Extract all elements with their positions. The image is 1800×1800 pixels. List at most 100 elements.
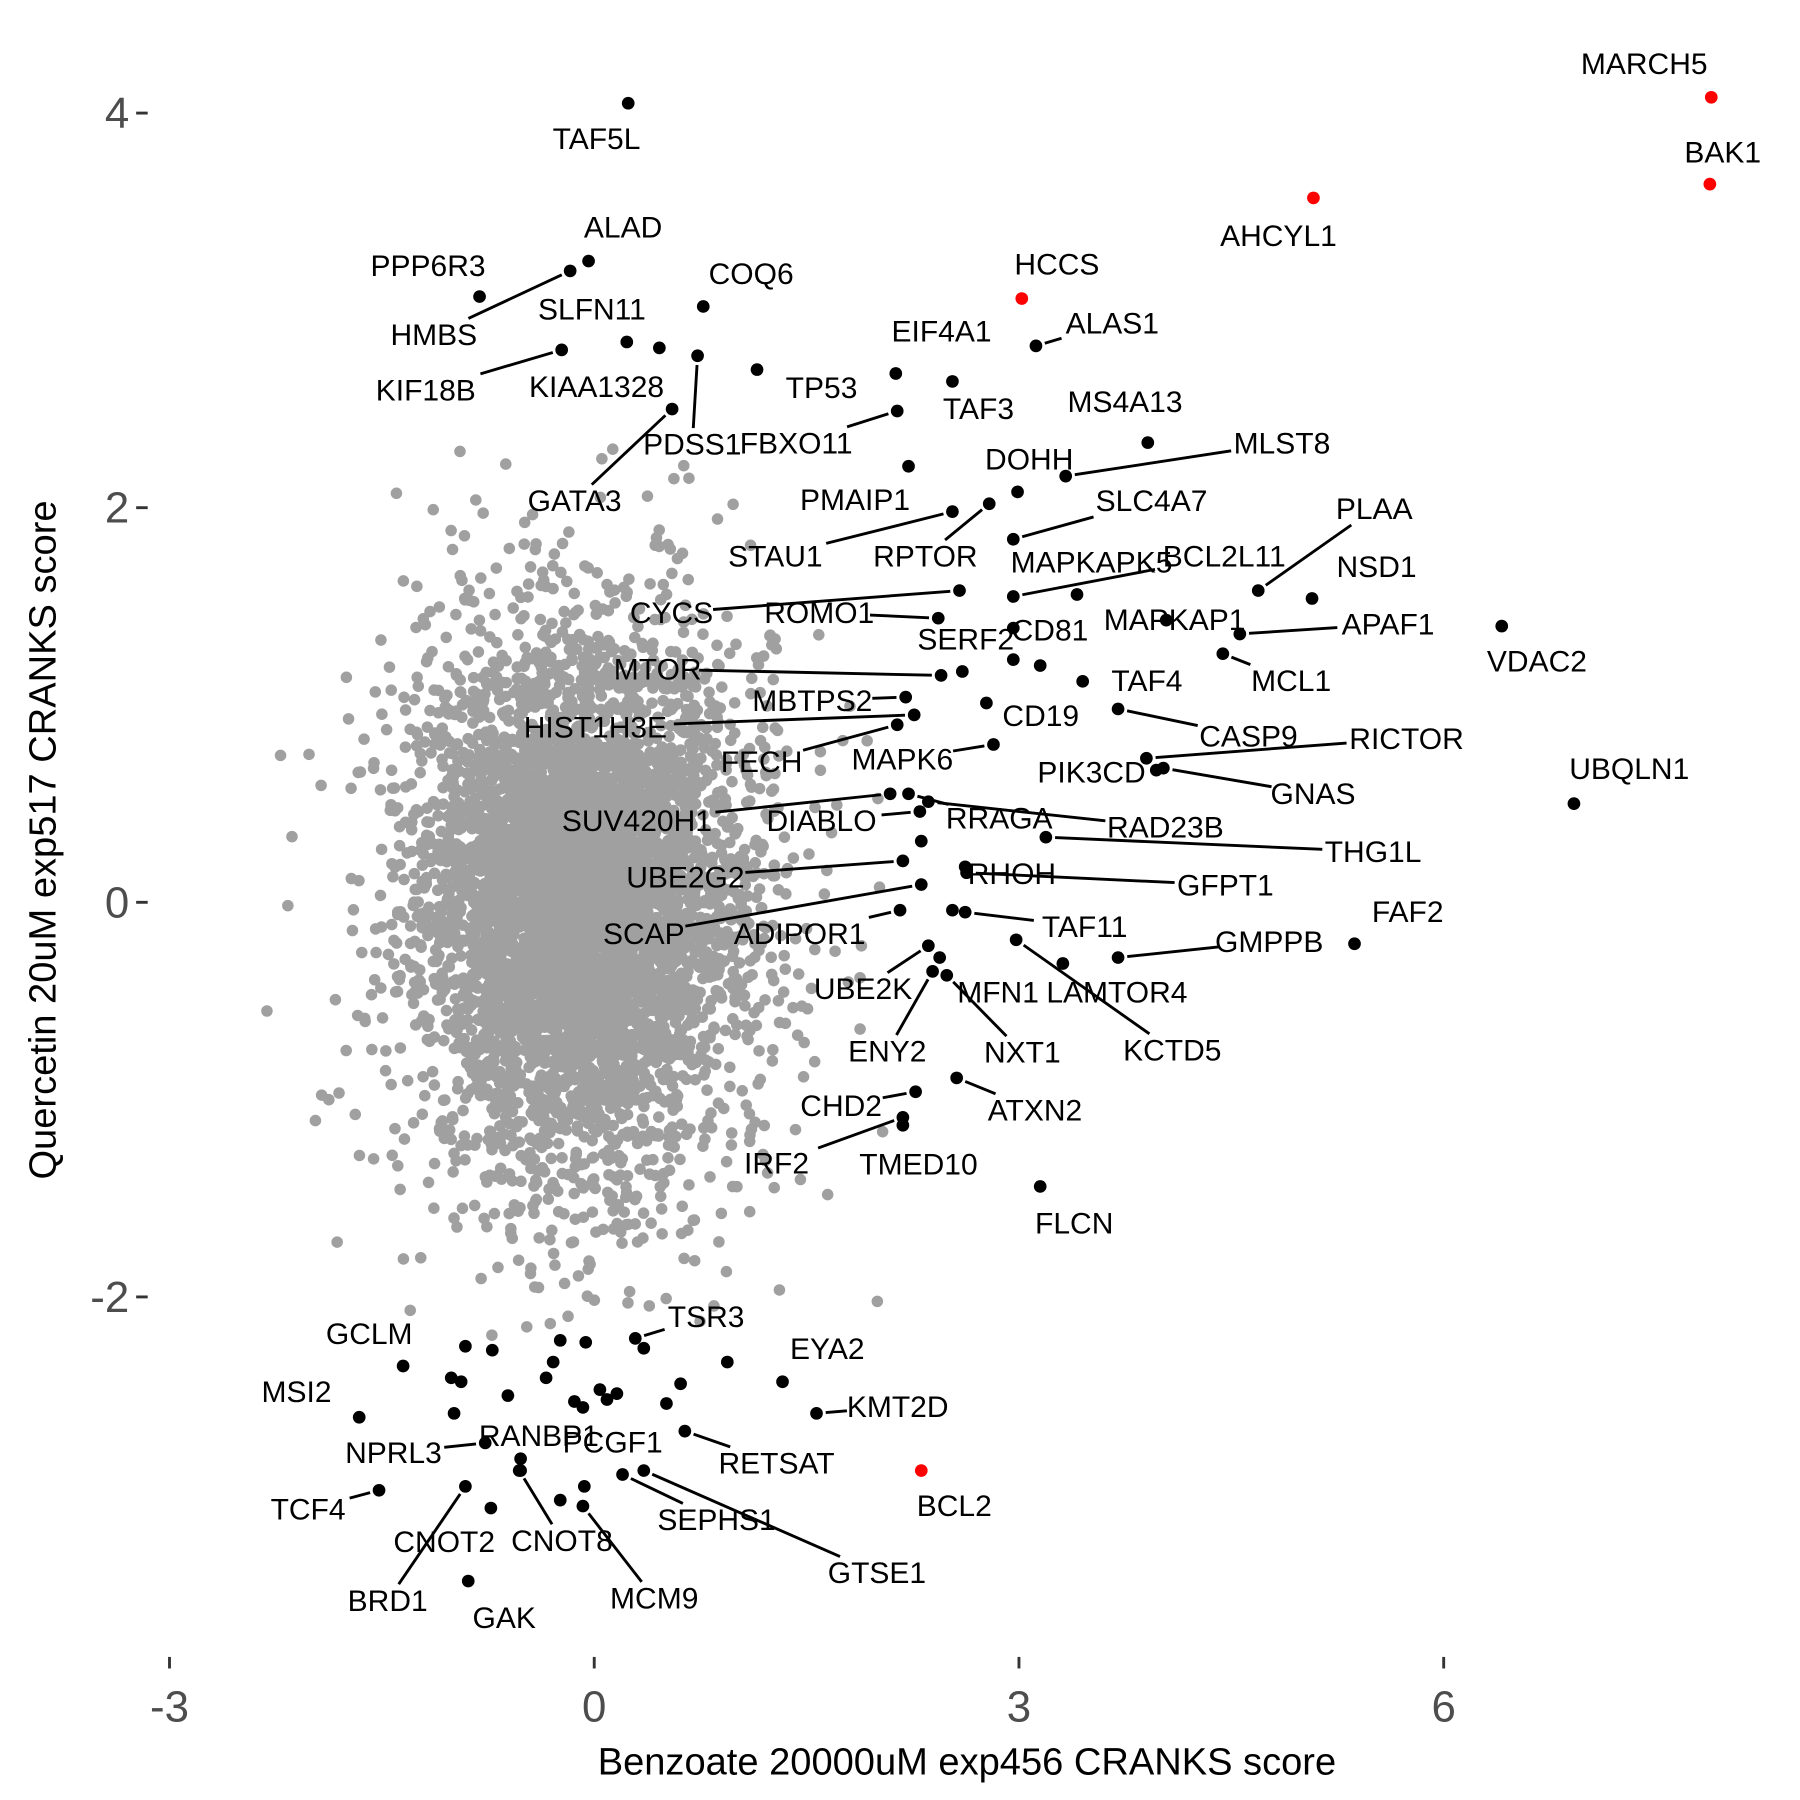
background-point xyxy=(683,472,695,485)
background-point xyxy=(656,1228,668,1240)
background-point xyxy=(422,929,434,942)
background-point xyxy=(560,617,572,629)
background-point xyxy=(447,1166,459,1178)
background-point xyxy=(789,1123,802,1136)
background-point xyxy=(586,1206,599,1218)
background-point xyxy=(454,445,466,458)
background-point xyxy=(739,1000,751,1012)
background-point xyxy=(725,1127,738,1139)
background-point xyxy=(612,751,624,763)
background-point xyxy=(597,1223,609,1236)
background-point xyxy=(572,1270,585,1282)
background-point xyxy=(768,1181,780,1194)
background-point xyxy=(391,985,404,998)
background-point xyxy=(623,1285,636,1298)
background-point xyxy=(374,889,387,902)
background-point xyxy=(643,1300,656,1312)
background-point xyxy=(803,848,815,860)
background-point xyxy=(720,1155,733,1168)
background-point xyxy=(495,1173,508,1185)
background-point xyxy=(385,1078,397,1091)
background-point xyxy=(711,513,724,525)
background-point xyxy=(616,1033,628,1045)
background-point xyxy=(548,1180,561,1193)
background-point xyxy=(754,734,767,747)
background-point xyxy=(408,867,421,880)
background-point xyxy=(577,1211,590,1223)
background-point xyxy=(438,705,451,717)
background-point xyxy=(632,620,644,633)
background-point xyxy=(561,575,573,588)
background-point xyxy=(758,1119,771,1132)
background-point xyxy=(434,1125,446,1137)
background-point xyxy=(536,995,548,1008)
background-point xyxy=(439,731,452,743)
background-point xyxy=(342,713,355,725)
background-point xyxy=(436,1115,449,1127)
background-point xyxy=(286,830,298,843)
background-point xyxy=(767,1043,779,1056)
background-point xyxy=(459,1154,471,1166)
background-point xyxy=(483,926,496,939)
background-point xyxy=(753,883,766,895)
background-point xyxy=(844,700,856,712)
background-point xyxy=(522,578,535,590)
background-point xyxy=(701,894,713,907)
background-point xyxy=(437,1034,450,1047)
background-point xyxy=(772,883,785,896)
background-point xyxy=(814,764,827,777)
background-point xyxy=(631,1236,644,1248)
background-point xyxy=(424,605,436,618)
background-point xyxy=(450,705,462,717)
background-point xyxy=(745,687,757,700)
background-point xyxy=(753,782,766,795)
background-point xyxy=(531,1024,543,1036)
background-point xyxy=(530,647,543,659)
background-point xyxy=(595,690,608,702)
background-point xyxy=(789,932,802,945)
background-point xyxy=(331,1236,343,1248)
background-point xyxy=(421,802,433,814)
background-point xyxy=(705,1121,718,1134)
background-point xyxy=(524,561,537,573)
background-point xyxy=(668,1141,680,1153)
background-point xyxy=(579,1024,592,1036)
background-point xyxy=(647,1153,659,1166)
background-point xyxy=(617,1049,629,1061)
background-point xyxy=(393,839,406,852)
background-point xyxy=(452,797,465,809)
background-point xyxy=(562,673,575,686)
background-point xyxy=(695,1049,707,1061)
background-point xyxy=(656,1013,669,1025)
background-point xyxy=(407,1117,420,1129)
background-point xyxy=(553,679,566,692)
background-point xyxy=(653,1111,665,1123)
background-point xyxy=(699,1133,711,1145)
background-point xyxy=(614,1169,627,1181)
background-point xyxy=(712,968,724,981)
background-point xyxy=(682,1046,694,1059)
background-point xyxy=(591,1126,603,1138)
background-point xyxy=(564,1037,577,1050)
background-point xyxy=(453,811,465,823)
background-point xyxy=(358,733,370,745)
background-point xyxy=(743,1135,756,1148)
background-point xyxy=(382,948,395,961)
background-point xyxy=(525,1162,537,1175)
background-point xyxy=(704,1171,716,1183)
background-point xyxy=(634,1163,646,1175)
background-point xyxy=(375,634,387,646)
background-point xyxy=(540,580,552,593)
background-point xyxy=(701,1084,713,1096)
background-point xyxy=(736,932,748,945)
background-point xyxy=(417,613,430,625)
background-point xyxy=(750,652,763,664)
background-point xyxy=(662,1152,674,1164)
background-point xyxy=(682,690,694,703)
background-point xyxy=(679,599,692,612)
background-point xyxy=(549,1259,561,1271)
background-point xyxy=(746,672,758,685)
background-point xyxy=(405,845,418,858)
background-point xyxy=(494,1162,507,1175)
background-point xyxy=(721,610,733,623)
